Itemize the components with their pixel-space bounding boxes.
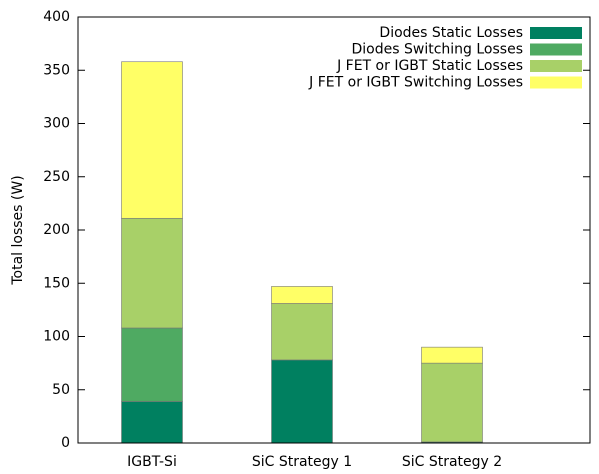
bar-segment [121, 61, 183, 219]
plot-frame [77, 16, 591, 444]
bar-segment [121, 217, 183, 329]
bar-segment [271, 286, 333, 304]
bar-segment [271, 303, 333, 361]
legend-label: J FET or IGBT Switching Losses [308, 75, 523, 91]
legend-label: Diodes Static Losses [379, 25, 523, 41]
y-tick-label: 150 [43, 275, 70, 291]
y-tick-label: 300 [43, 116, 70, 132]
bar-segment [421, 346, 483, 364]
legend-swatch [530, 27, 582, 39]
y-tick-label: 200 [43, 222, 70, 238]
y-tick-label: 350 [43, 62, 70, 78]
y-axis-label: Total losses (W) [10, 175, 26, 285]
legend-swatch [530, 60, 582, 72]
legend-swatch [530, 43, 582, 56]
x-tick-label: SiC Strategy 1 [252, 454, 352, 470]
bar-segment [121, 401, 183, 444]
y-tick-label: 50 [52, 382, 70, 398]
bar-segment [121, 327, 183, 402]
legend-label: Diodes Switching Losses [352, 42, 523, 58]
legend-swatch [530, 76, 582, 89]
y-tick-label: 0 [61, 435, 70, 451]
y-tick-label: 250 [43, 169, 70, 185]
y-tick-label: 100 [43, 329, 70, 345]
x-tick-label: SiC Strategy 2 [402, 454, 502, 470]
y-tick-label: 400 [43, 9, 70, 25]
bar-segment [271, 359, 333, 444]
legend-label: J FET or IGBT Static Losses [336, 58, 523, 74]
bar-segment [421, 362, 483, 443]
x-tick-label: IGBT-Si [127, 454, 177, 470]
